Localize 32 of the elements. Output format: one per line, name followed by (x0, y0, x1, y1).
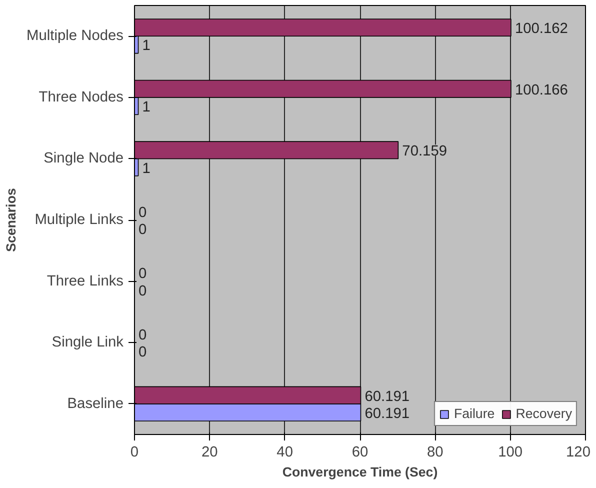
y-tick-label: Multiple Links (34, 212, 124, 228)
data-label: 0 (138, 327, 147, 344)
data-label: 100.162 (514, 21, 568, 38)
y-tick-label: Single Node (44, 150, 124, 167)
data-label: 0 (138, 204, 147, 221)
data-label: 0 (138, 344, 147, 361)
data-label: 1 (142, 160, 150, 177)
x-tick-label: 0 (130, 444, 139, 460)
x-tick-label: 120 (566, 444, 591, 460)
data-label: 0 (138, 283, 147, 300)
legend-label: Failure (454, 406, 495, 421)
x-tick-label: 40 (276, 444, 293, 460)
data-label: 1 (142, 38, 150, 54)
x-axis-title: Convergence Time (Sec) (282, 464, 438, 480)
y-tick-label: Baseline (67, 396, 124, 412)
data-label: 0 (138, 266, 147, 282)
y-tick-label: Three Nodes (38, 89, 124, 106)
y-axis-title: Scenarios (4, 188, 19, 252)
data-label: 60.191 (364, 388, 410, 405)
data-label: 70.159 (402, 144, 448, 160)
y-tick-label: Multiple Nodes (26, 28, 124, 44)
data-label: 60.191 (364, 406, 410, 422)
legend-label: Recovery (516, 406, 572, 421)
y-tick-label: Single Link (52, 334, 124, 351)
y-tick-label: Three Links (46, 273, 124, 290)
x-tick-label: 100 (498, 444, 523, 460)
x-tick-label: 60 (352, 444, 368, 460)
data-label: 0 (138, 222, 147, 238)
x-tick-label: 20 (202, 444, 218, 460)
data-label: 1 (142, 100, 150, 116)
data-label: 100.166 (514, 82, 568, 98)
x-tick-label: 80 (427, 444, 444, 460)
